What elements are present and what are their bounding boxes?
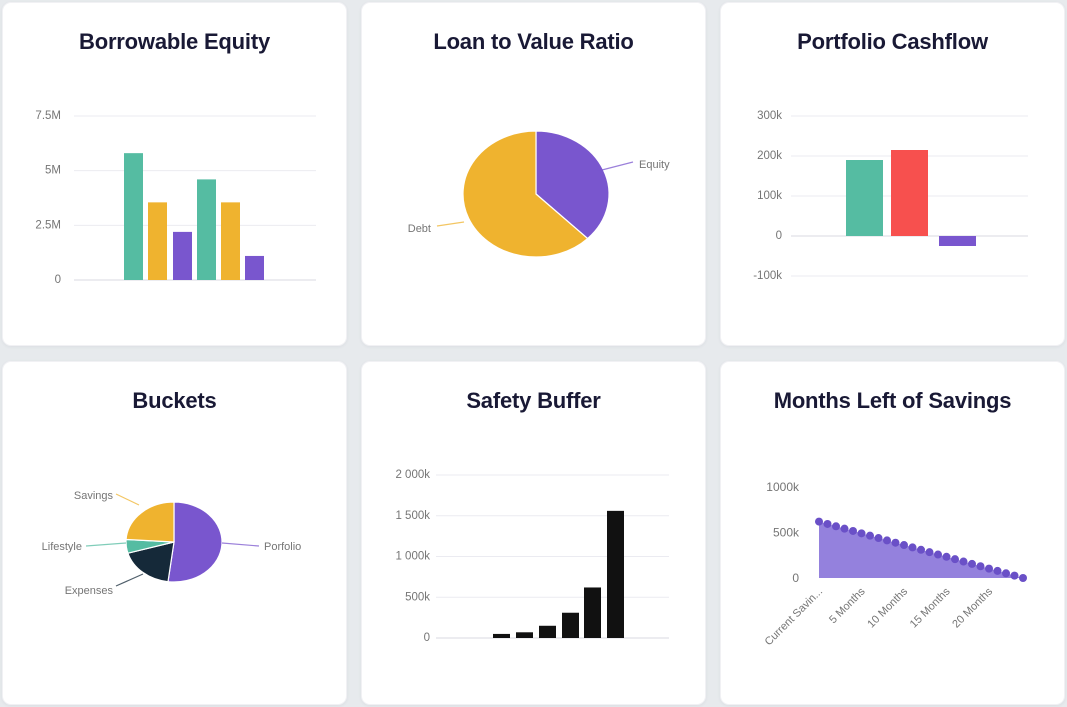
svg-text:7.5M: 7.5M [35,110,61,122]
card-buckets: Buckets Porfolio Expenses Lifestyle Savings [2,361,347,705]
svg-text:0: 0 [776,230,782,242]
svg-text:5M: 5M [45,165,61,177]
card-months-left-of-savings: Months Left of Savings 1000k 500k 0 Current… [720,361,1065,705]
svg-text:200k: 200k [757,150,782,162]
svg-text:300k: 300k [757,110,782,122]
card-portfolio-cashflow: Portfolio Cashflow 300k 200k 100k 0 -100k [720,2,1065,346]
svg-text:Lifestyle: Lifestyle [42,541,82,553]
chart-title-portfolio-cashflow: Portfolio Cashflow [797,29,988,54]
svg-text:0: 0 [424,632,430,644]
svg-text:1 500k: 1 500k [395,510,430,522]
svg-text:Equity: Equity [639,159,670,171]
svg-text:Expenses: Expenses [65,585,114,597]
safety-buffer-chart: 2 000k 1 500k 1 000k 500k 0 [395,469,669,644]
card-safety-buffer: Safety Buffer 2 000k 1 500k 1 000k 500k 0 [361,361,706,705]
svg-text:Current Savin...: Current Savin... [763,586,826,649]
svg-text:500k: 500k [405,591,430,603]
portfolio-cashflow-chart: 300k 200k 100k 0 -100k [753,110,1028,282]
svg-text:20 Months: 20 Months [950,585,995,630]
svg-text:500k: 500k [773,526,800,540]
svg-text:Porfolio: Porfolio [264,541,301,553]
svg-text:0: 0 [792,571,799,585]
chart-title-buckets: Buckets [132,388,217,413]
chart-title-months-left-of-savings: Months Left of Savings [773,388,1012,413]
svg-text:15 Months: 15 Months [908,585,953,630]
svg-text:2.5M: 2.5M [35,219,61,231]
svg-text:1 000k: 1 000k [395,551,430,563]
buckets-chart: Porfolio Expenses Lifestyle Savings [42,490,302,597]
svg-text:0: 0 [55,274,61,286]
svg-text:Debt: Debt [408,223,431,235]
card-loan-to-value-ratio: Loan to Value Ratio Equity Debt [361,2,706,346]
svg-text:-100k: -100k [753,270,782,282]
svg-text:Savings: Savings [74,490,114,502]
svg-text:5 Months: 5 Months [827,585,868,626]
card-borrowable-equity: Borrowable Equity 7.5M 5M 2.5M 0 [2,2,347,346]
chart-title-safety-buffer: Safety Buffer [466,388,601,413]
svg-text:100k: 100k [757,190,782,202]
chart-title-borrowable-equity: Borrowable Equity [79,29,270,54]
svg-text:2 000k: 2 000k [395,469,430,481]
svg-text:10 Months: 10 Months [865,585,910,630]
chart-title-loan-to-value-ratio: Loan to Value Ratio [433,29,634,54]
borrowable-equity-chart: 7.5M 5M 2.5M 0 [35,110,316,286]
svg-text:1000k: 1000k [766,480,800,494]
loan-to-value-ratio-chart: Equity Debt [408,130,670,258]
